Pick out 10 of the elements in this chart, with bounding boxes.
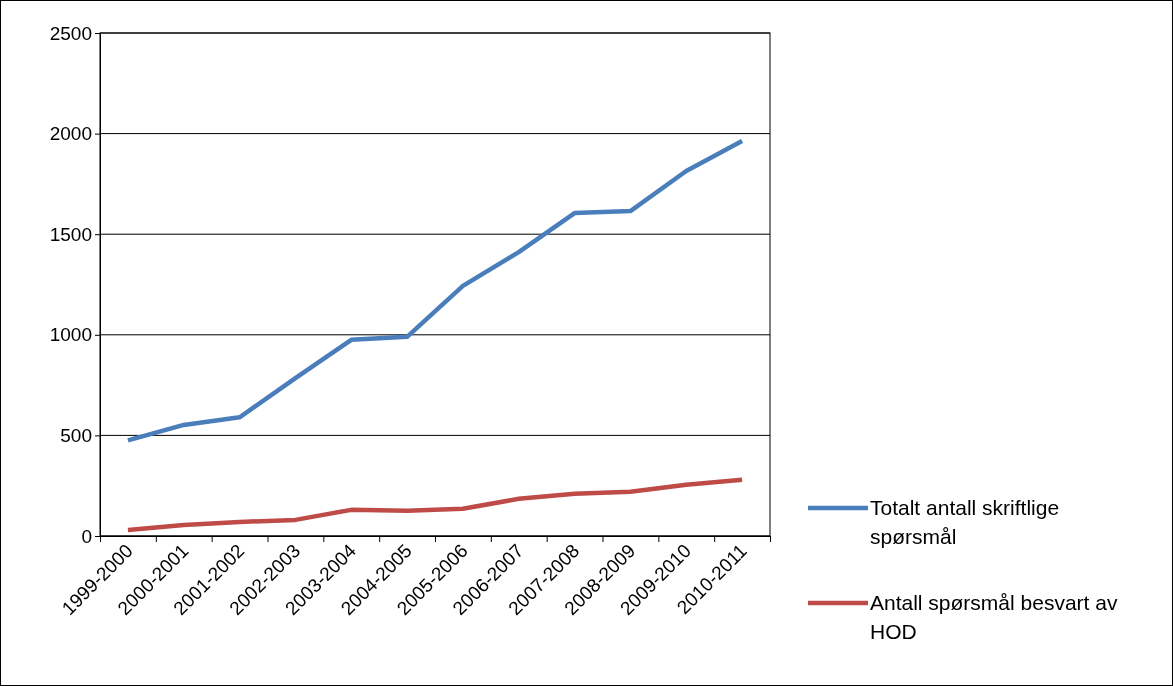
- legend-label: Totalt antall skriftlige spørsmål: [870, 496, 1060, 548]
- y-tick-label: 500: [60, 424, 92, 446]
- y-tick-label: 0: [81, 525, 92, 547]
- y-tick-label: 1500: [49, 223, 92, 245]
- y-tick-label: 2000: [49, 123, 92, 145]
- y-tick-label: 1000: [49, 324, 92, 346]
- y-tick-label: 2500: [49, 22, 92, 44]
- legend-label: Antall spørsmål besvart av HOD: [870, 591, 1118, 643]
- line-series: [125, 138, 745, 443]
- line-series: [125, 477, 745, 533]
